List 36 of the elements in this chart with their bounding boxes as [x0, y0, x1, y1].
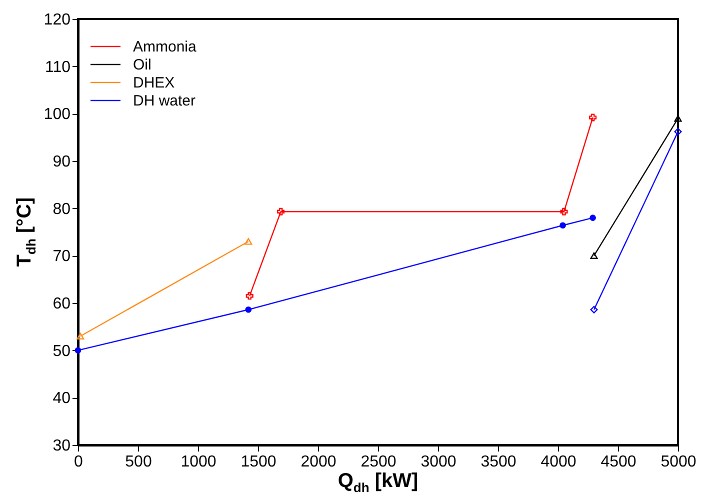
x-tick-label: 1000 — [180, 454, 216, 470]
legend-label: Ammonia — [133, 38, 198, 56]
y-tick-label: 100 — [44, 106, 71, 124]
y-tick-label: 120 — [44, 12, 71, 28]
x-tick-label: 4500 — [600, 454, 636, 470]
x-tick-label: 0 — [74, 454, 84, 470]
x-tick-label: 2500 — [360, 454, 396, 470]
x-tick-label: 500 — [125, 454, 152, 470]
x-tick-label: 5000 — [660, 454, 696, 470]
x-axis-title: Q$_{dh}$ [kW] — [336, 470, 420, 495]
y-tick-label: 110 — [44, 58, 71, 76]
legend-label: DH water — [133, 92, 196, 110]
y-tick-label: 40 — [52, 390, 71, 408]
point — [590, 306, 598, 314]
x-tick-label: 1500 — [240, 454, 276, 470]
x-tick-label: 3000 — [420, 454, 456, 470]
legend-label: DHEX — [133, 74, 175, 92]
x-tick-label: 3500 — [480, 454, 516, 470]
legend-label: Oil — [133, 56, 152, 74]
point — [560, 222, 566, 229]
point — [560, 208, 568, 216]
x-tick-label: 4000 — [540, 454, 576, 470]
point — [589, 114, 597, 122]
y-tick-label: 50 — [52, 342, 71, 360]
point — [245, 306, 252, 313]
y-tick-label: 70 — [52, 248, 71, 266]
x-tick-label: 2000 — [300, 454, 336, 470]
y-tick-label: 80 — [52, 200, 71, 218]
point — [246, 292, 254, 300]
y-tick-label: 60 — [52, 296, 71, 312]
point — [674, 128, 682, 136]
point — [590, 214, 596, 221]
point — [74, 347, 82, 354]
point — [277, 208, 285, 216]
y-tick-label: 90 — [52, 154, 71, 170]
y-tick-label: 30 — [52, 438, 71, 454]
